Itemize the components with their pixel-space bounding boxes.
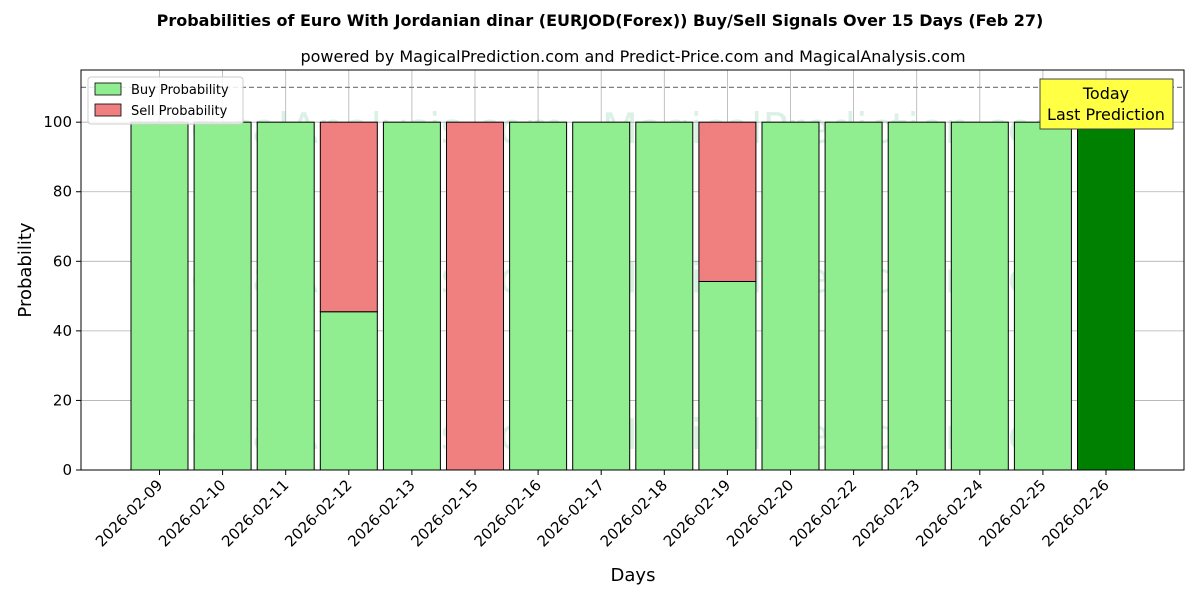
bar-buy-2026-02-26 (1077, 121, 1135, 471)
x-tick-label: 2026-02-24 (912, 476, 986, 550)
y-tick-label: 100 (43, 113, 72, 131)
legend-label-sell: Sell Probability (131, 104, 228, 119)
bar-sell-2026-02-12 (319, 121, 378, 313)
y-tick-label: 60 (53, 252, 72, 270)
x-tick-label: 2026-02-25 (975, 476, 1049, 550)
bar-buy-2026-02-18 (635, 121, 694, 471)
bar-buy-2026-02-19 (698, 280, 757, 471)
bar-buy-2026-02-25 (1013, 121, 1072, 471)
bar-buy-2026-02-12 (319, 311, 378, 471)
x-tick-label: 2026-02-15 (407, 476, 481, 550)
today-annotation: Today Last Prediction (1039, 78, 1174, 130)
bar-buy-2026-02-22 (824, 121, 883, 471)
y-tick-label: 40 (53, 322, 72, 340)
x-tick-label: 2026-02-17 (534, 476, 608, 550)
bar-buy-2026-02-20 (761, 121, 820, 471)
y-axis-ticks: 0 20 40 60 80 100 (43, 113, 81, 479)
x-tick-label: 2026-02-23 (849, 476, 923, 550)
x-tick-label: 2026-02-13 (344, 476, 418, 550)
x-tick-label: 2026-02-20 (723, 476, 797, 550)
chart-subtitle: powered by MagicalPrediction.com and Pre… (300, 47, 965, 66)
bar-buy-2026-02-17 (572, 121, 631, 471)
x-tick-label: 2026-02-09 (92, 476, 166, 550)
legend-swatch-buy (94, 82, 122, 96)
annotation-line-1: Today (1082, 84, 1129, 103)
bar-buy-2026-02-09 (130, 121, 189, 471)
bar-sell-2026-02-15 (446, 121, 504, 471)
x-axis-label: Days (611, 565, 656, 586)
x-axis-ticks: 2026-02-092026-02-102026-02-112026-02-12… (92, 470, 1113, 550)
x-tick-label: 2026-02-11 (218, 476, 292, 550)
x-tick-label: 2026-02-12 (281, 476, 355, 550)
bar-buy-2026-02-16 (509, 121, 568, 471)
legend-box (87, 76, 244, 125)
legend-label-buy: Buy Probability (131, 83, 229, 98)
annotation-line-2: Last Prediction (1047, 105, 1165, 124)
plot-frame (80, 69, 1185, 471)
legend: Buy Probability Sell Probability (87, 76, 244, 125)
chart-title: Probabilities of Euro With Jordanian din… (157, 11, 1044, 30)
x-tick-label: 2026-02-16 (471, 476, 545, 550)
legend-swatch-sell (94, 103, 122, 117)
x-tick-label: 2026-02-22 (786, 476, 860, 550)
bar-buy-2026-02-23 (887, 121, 946, 471)
y-tick-label: 20 (53, 391, 72, 409)
bars (130, 121, 1135, 471)
bar-buy-2026-02-24 (950, 121, 1009, 471)
y-tick-label: 80 (53, 183, 72, 201)
annotation-box (1039, 78, 1174, 130)
x-tick-label: 2026-02-26 (1038, 476, 1112, 550)
y-axis-label: Probability (15, 222, 36, 317)
x-tick-label: 2026-02-10 (155, 476, 229, 550)
bar-sell-2026-02-19 (698, 121, 757, 282)
y-tick-label: 0 (62, 461, 72, 479)
bar-buy-2026-02-10 (193, 121, 252, 471)
bar-buy-2026-02-13 (382, 121, 441, 471)
x-tick-label: 2026-02-18 (597, 476, 671, 550)
bar-buy-2026-02-11 (256, 121, 315, 471)
x-tick-label: 2026-02-19 (660, 476, 734, 550)
